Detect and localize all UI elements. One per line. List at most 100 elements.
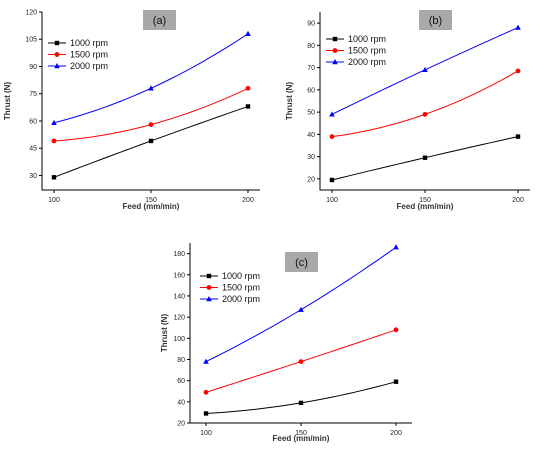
legend-label: 2000 rpm [348, 57, 386, 67]
data-point [148, 85, 154, 91]
data-point [329, 111, 335, 117]
legend-marker [206, 273, 212, 279]
x-tick-label: 200 [512, 197, 524, 204]
legend-label: 2000 rpm [222, 294, 260, 304]
data-point [51, 138, 57, 144]
series-2000-rpm [329, 24, 521, 117]
x-tick-label: 100 [326, 197, 338, 204]
legend-label: 1000 rpm [222, 271, 260, 281]
data-point [298, 400, 304, 406]
legend-label: 1000 rpm [70, 38, 108, 48]
y-tick-label: 90 [29, 64, 37, 71]
series-1500-rpm [203, 327, 399, 395]
y-tick-label: 70 [307, 65, 315, 72]
badge-background [419, 10, 452, 30]
badge-background [285, 252, 318, 272]
data-point [422, 66, 428, 73]
legend-marker [54, 63, 60, 69]
data-point [203, 358, 209, 364]
y-tick-label: 180 [173, 251, 185, 258]
y-tick-label: 120 [25, 10, 37, 17]
data-point [203, 389, 209, 395]
panel-label: (b) [429, 15, 442, 27]
legend-marker [54, 40, 60, 46]
legend-label: 1500 rpm [70, 50, 108, 60]
y-tick-label: 20 [307, 176, 315, 183]
chart-panel-2: 20 30 40 50 60 70 80 90 100 150 200 Feed (mm/min) Th… [285, 10, 530, 211]
legend-label: 2000 rpm [70, 61, 108, 71]
panel-label-badge: (a) [143, 10, 176, 30]
y-tick-label: 100 [173, 336, 185, 343]
y-tick-label: 120 [173, 315, 185, 322]
data-point [422, 155, 428, 160]
series-1000-rpm [51, 104, 251, 180]
x-tick-label: 200 [390, 430, 402, 437]
legend-label: 1500 rpm [222, 283, 260, 293]
x-tick-label: 100 [48, 197, 60, 204]
chart-panel-1: 30 45 60 75 90 105 120 100 150 200 Feed (mm/min) Th… [3, 10, 260, 211]
series-2000-rpm [203, 244, 399, 364]
legend-marker [206, 296, 212, 302]
data-point [245, 30, 251, 36]
data-point [148, 138, 154, 144]
data-point [245, 85, 251, 91]
series-1000-rpm [203, 379, 399, 416]
y-tick-label: 160 [173, 272, 185, 279]
panel-label-badge: (c) [285, 252, 318, 272]
y-tick-label: 20 [177, 421, 185, 428]
y-tick-label: 40 [307, 132, 315, 139]
series-1500-rpm [51, 85, 251, 144]
y-axis-label: Thrust (N) [160, 314, 169, 353]
data-point [298, 306, 304, 312]
axis-frame [41, 12, 260, 191]
panel-label-badge: (b) [419, 10, 452, 30]
y-tick-label: 30 [307, 154, 315, 161]
y-tick-label: 30 [29, 173, 37, 180]
data-point [515, 134, 521, 139]
x-tick-label: 100 [200, 430, 212, 437]
series-line [331, 70, 519, 138]
data-point [329, 134, 335, 140]
data-point [393, 244, 399, 250]
panel-label: (c) [295, 257, 308, 269]
chart-panel-3: 20 40 60 80 100 120 140 160 180 100 150 200 Feed (mm… [160, 243, 412, 443]
badge-background [143, 10, 176, 30]
axis-frame [319, 12, 530, 191]
legend-marker [54, 52, 60, 57]
data-point [51, 119, 57, 125]
data-point [393, 327, 399, 333]
y-tick-label: 45 [29, 146, 37, 153]
series-line [205, 381, 397, 414]
data-point [298, 359, 304, 364]
legend-label: 1500 rpm [348, 46, 386, 56]
y-tick-label: 60 [177, 378, 185, 385]
x-tick-label: 150 [145, 197, 157, 204]
legend-marker [206, 285, 212, 290]
y-axis-label: Thrust (N) [3, 82, 12, 121]
data-point [203, 411, 209, 416]
y-tick-label: 75 [29, 91, 37, 98]
x-tick-label: 200 [242, 197, 254, 204]
y-axis-label: Thrust (N) [285, 82, 294, 121]
y-tick-label: 40 [177, 399, 185, 406]
legend-marker [332, 48, 338, 53]
y-tick-label: 60 [29, 118, 37, 125]
y-tick-label: 80 [307, 43, 315, 50]
legend-marker [332, 59, 338, 65]
panel-label: (a) [153, 15, 166, 27]
data-point [329, 177, 335, 183]
y-tick-label: 105 [25, 37, 37, 44]
x-axis-label: Feed (mm/min) [273, 434, 330, 443]
x-tick-label: 150 [295, 430, 307, 437]
data-point [393, 379, 399, 384]
x-tick-label: 150 [419, 197, 431, 204]
data-point [515, 24, 521, 30]
legend-marker [332, 36, 338, 42]
data-point [422, 111, 428, 117]
data-point [515, 68, 521, 74]
data-point [245, 104, 251, 109]
y-tick-label: 50 [307, 110, 315, 117]
